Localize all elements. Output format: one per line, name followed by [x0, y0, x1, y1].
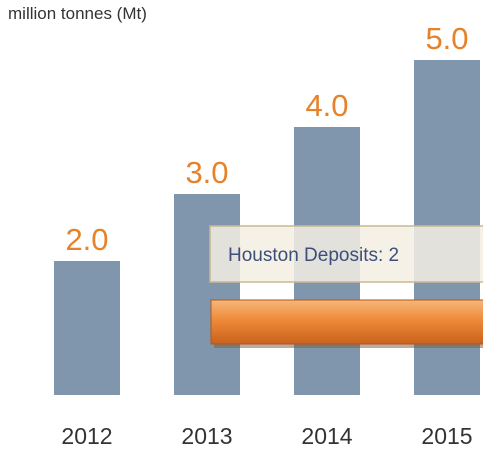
x-tick-label: 2012	[61, 423, 112, 449]
value-label: 5.0	[425, 21, 468, 56]
annotation-box	[209, 225, 483, 283]
value-label: 3.0	[185, 155, 228, 190]
value-label: 2.0	[65, 222, 108, 257]
axis-label: million tonnes (Mt)	[8, 4, 147, 23]
bar	[54, 261, 120, 395]
annotation-text: Houston Deposits: 2	[228, 245, 399, 266]
bar	[174, 194, 240, 395]
value-label: 4.0	[305, 88, 348, 123]
x-tick-label: 2014	[301, 423, 352, 449]
x-tick-label: 2015	[421, 423, 472, 449]
orange-bar	[210, 299, 483, 345]
x-tick-label: 2013	[181, 423, 232, 449]
